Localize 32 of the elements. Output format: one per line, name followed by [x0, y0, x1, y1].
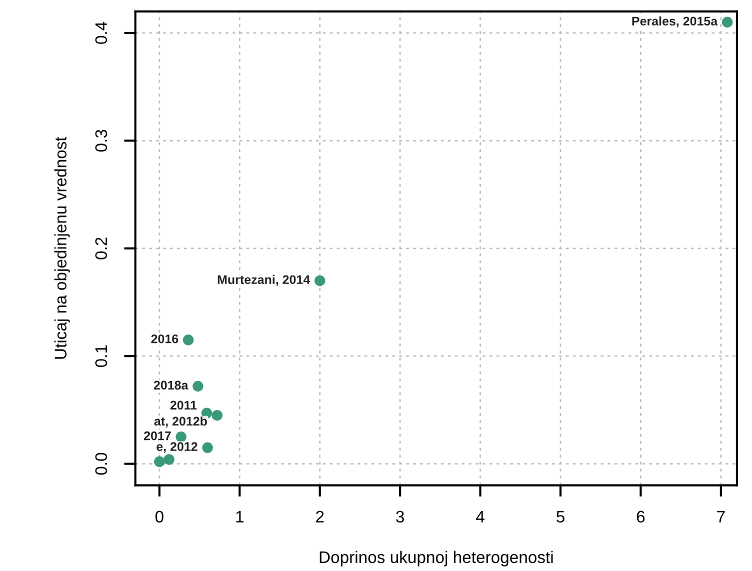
annotation: 2018a — [154, 380, 188, 390]
x-tick-label: 6 — [636, 510, 645, 523]
annotation: 2011 — [170, 400, 197, 410]
point — [164, 454, 174, 465]
x-tick-label: 7 — [717, 510, 725, 522]
x-tick-label: 3 — [396, 510, 404, 523]
x-tick-label: 2 — [316, 510, 324, 522]
point — [202, 442, 213, 454]
annotation: 2017 — [144, 431, 171, 440]
y-tick-label: 0.3 — [95, 130, 108, 152]
y-tick-label: 0.0 — [95, 452, 108, 475]
point — [212, 410, 223, 421]
x-tick-label: 4 — [476, 510, 484, 522]
point — [182, 334, 194, 346]
point — [722, 16, 733, 28]
x-tick-label: 5 — [556, 510, 564, 523]
annotation: e, 2012 — [156, 442, 198, 453]
y-tick-label: 0.4 — [95, 22, 108, 44]
y-tick-label: 0.1 — [95, 345, 108, 368]
y-axis-title: Uticaj na objedinjenu vrednost — [54, 136, 70, 359]
x-tick-label: 0 — [155, 510, 164, 523]
annotation: Murtezani, 2014 — [218, 274, 310, 286]
point — [154, 456, 165, 468]
annotation: Perales, 2015a — [632, 16, 718, 28]
x-axis-title: Doprinos ukupnoj heterogenosti — [320, 550, 553, 566]
y-tick-label: 0.2 — [95, 238, 108, 260]
point — [314, 275, 326, 286]
point — [192, 380, 204, 392]
point — [176, 432, 186, 442]
annotation: at, 2012b — [154, 416, 207, 428]
x-tick-label: 1 — [236, 510, 244, 522]
annotation: 2016 — [151, 334, 178, 344]
